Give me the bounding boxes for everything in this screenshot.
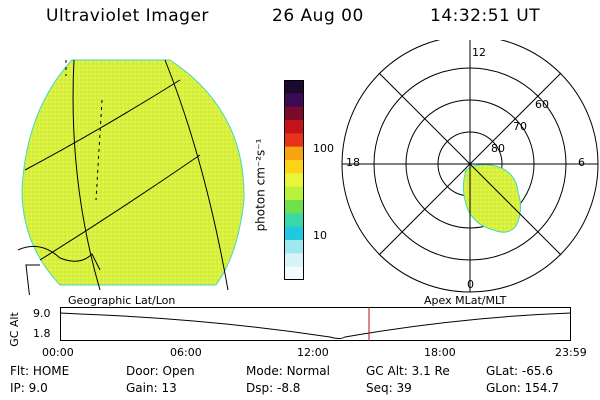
orbit-timeline (60, 307, 572, 341)
colorbar-swatch (284, 266, 304, 280)
mlt-label-6: 6 (578, 156, 585, 169)
mlt-label-12: 12 (472, 46, 486, 59)
colorbar-frame (284, 80, 304, 280)
timeline-xtick-3: 18:00 (424, 346, 456, 359)
time-label: 14:32:51 UT (430, 6, 541, 26)
colorbar-swatch (284, 93, 304, 108)
lat-label-60: 60 (535, 98, 549, 111)
date-label: 26 Aug 00 (272, 6, 364, 26)
earth-disk (21, 59, 245, 286)
timeline-xtick-4: 23:59 (555, 346, 587, 359)
colorbar-swatch (284, 200, 304, 214)
status-flt: Flt: HOME (10, 364, 70, 378)
timeline-axis-label: GC Alt (7, 312, 21, 347)
instrument-title: Ultraviolet Imager (46, 6, 209, 26)
colorbar-swatch (284, 106, 304, 121)
colorbar-unit-label: photon cm⁻²s⁻¹ (253, 138, 268, 232)
colorbar-swatch (284, 253, 304, 268)
colorbar-swatch (284, 173, 304, 188)
timeline-ytick-9: 9.0 (33, 307, 51, 320)
colorbar-swatch (284, 226, 304, 241)
auroral-oval (462, 164, 522, 233)
geographic-caption: Geographic Lat/Lon (68, 294, 176, 307)
altitude-curve (60, 312, 572, 339)
timeline-xtick-2: 12:00 (297, 346, 329, 359)
lat-label-70: 70 (513, 120, 527, 133)
status-ip: IP: 9.0 (10, 381, 48, 395)
colorbar-swatch (284, 240, 304, 254)
colorbar-swatch (284, 80, 304, 94)
status-dsp: Dsp: -8.8 (246, 381, 301, 395)
geographic-image (17, 59, 245, 295)
colorbar-tick-100: 100 (313, 142, 334, 155)
status-mode: Mode: Normal (246, 364, 330, 378)
colorbar-swatch (284, 213, 304, 228)
colorbar-tick-10: 10 (313, 229, 327, 242)
status-seq: Seq: 39 (366, 381, 412, 395)
mlt-label-0: 0 (467, 278, 474, 291)
colorbar (284, 80, 304, 280)
colorbar-swatch (284, 133, 304, 148)
status-gain: Gain: 13 (126, 381, 177, 395)
timeline-xtick-1: 06:00 (170, 346, 202, 359)
status-glon: GLon: 154.7 (486, 381, 559, 395)
colorbar-swatch (284, 160, 304, 174)
status-glat: GLat: -65.6 (486, 364, 553, 378)
apex-caption: Apex MLat/MLT (424, 294, 507, 307)
colorbar-swatch (284, 120, 304, 134)
timeline-ytick-1-8: 1.8 (33, 327, 51, 340)
graticule-lines (17, 59, 229, 295)
timeline-xtick-0: 00:00 (42, 346, 74, 359)
status-gc-alt: GC Alt: 3.1 Re (366, 364, 450, 378)
lat-label-80: 80 (491, 142, 505, 155)
colorbar-swatch (284, 186, 304, 201)
mlt-label-18: 18 (346, 156, 360, 169)
status-door: Door: Open (126, 364, 195, 378)
colorbar-swatch (284, 146, 304, 161)
polar-plot (341, 40, 599, 293)
